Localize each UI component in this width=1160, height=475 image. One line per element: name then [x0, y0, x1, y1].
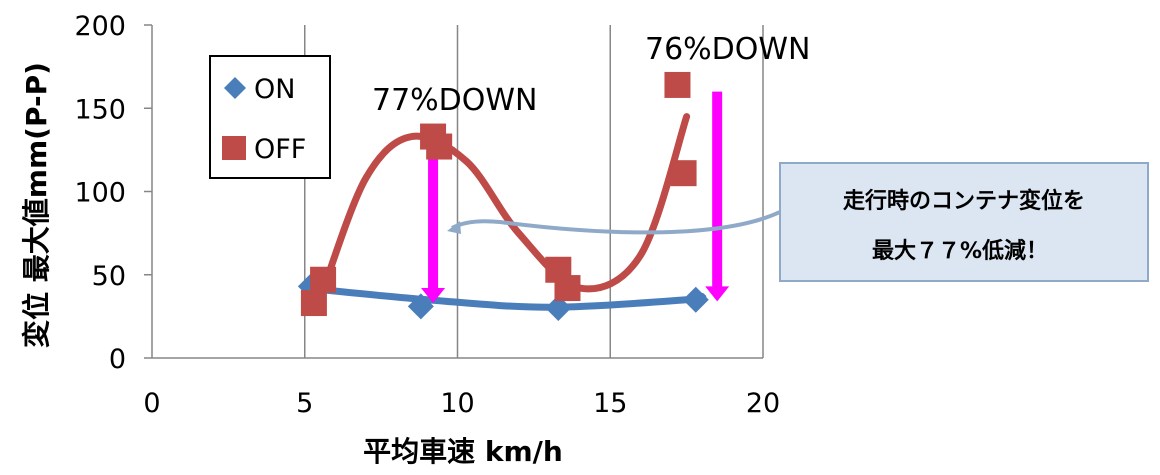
trend-lines — [301, 113, 707, 311]
x-tick-label: 10 — [440, 388, 474, 419]
x-tick-label: 20 — [746, 388, 780, 419]
callout-pointer — [451, 210, 781, 235]
annotation-76-down: 76%DOWN — [645, 32, 811, 67]
off-point — [426, 133, 453, 160]
off-trend-line — [319, 113, 691, 294]
off-point — [300, 290, 327, 317]
legend-item-on: ON — [224, 74, 295, 105]
off-point — [670, 160, 697, 187]
on-point — [682, 286, 709, 313]
reduction-arrow-2 — [705, 91, 730, 302]
callout-line-1: 走行時のコンテナ変位を — [843, 188, 1085, 214]
axes — [144, 24, 763, 359]
x-tick-label: 5 — [296, 388, 313, 419]
annotation-77-down: 77%DOWN — [372, 83, 538, 118]
off-point — [664, 71, 691, 98]
x-tick-label: 0 — [143, 388, 160, 419]
legend-item-off: OFF — [222, 134, 306, 165]
callout-line-2: 最大７７%低減！ — [872, 239, 1048, 264]
legend-off-label: OFF — [254, 134, 306, 165]
arrow-head — [421, 288, 446, 304]
legend-off-marker — [222, 136, 246, 160]
x-tick-labels: 0 5 10 15 20 — [143, 388, 780, 419]
callout: 走行時のコンテナ変位を 最大７７%低減！ — [447, 162, 1149, 282]
legend-on-label: ON — [254, 74, 295, 105]
data-points — [297, 71, 709, 322]
reduction-arrows — [421, 91, 730, 304]
on-point — [407, 293, 434, 320]
y-tick-label: 100 — [74, 178, 126, 209]
x-axis-title: 平均車速 km/h — [363, 435, 563, 468]
arrow-head — [705, 286, 730, 302]
arrow-shaft — [428, 136, 439, 290]
off-point — [310, 266, 337, 293]
y-axis-title: 変位 最大値mm(P-P) — [20, 62, 53, 348]
x-tick-label: 15 — [593, 388, 627, 419]
y-tick-label: 200 — [74, 11, 126, 42]
legend: ON OFF — [209, 55, 331, 179]
arrow-shaft — [712, 91, 723, 288]
legend-on-marker — [224, 77, 246, 99]
y-tick-label: 50 — [92, 261, 126, 292]
off-point — [554, 275, 581, 302]
on-point — [545, 295, 572, 322]
callout-box — [779, 162, 1149, 282]
y-tick-labels: 0 50 100 150 200 — [74, 11, 126, 375]
reduction-arrow-1 — [421, 136, 446, 304]
y-tick-label: 0 — [109, 344, 126, 375]
y-tick-label: 150 — [74, 94, 126, 125]
on-trend-line — [301, 284, 707, 311]
